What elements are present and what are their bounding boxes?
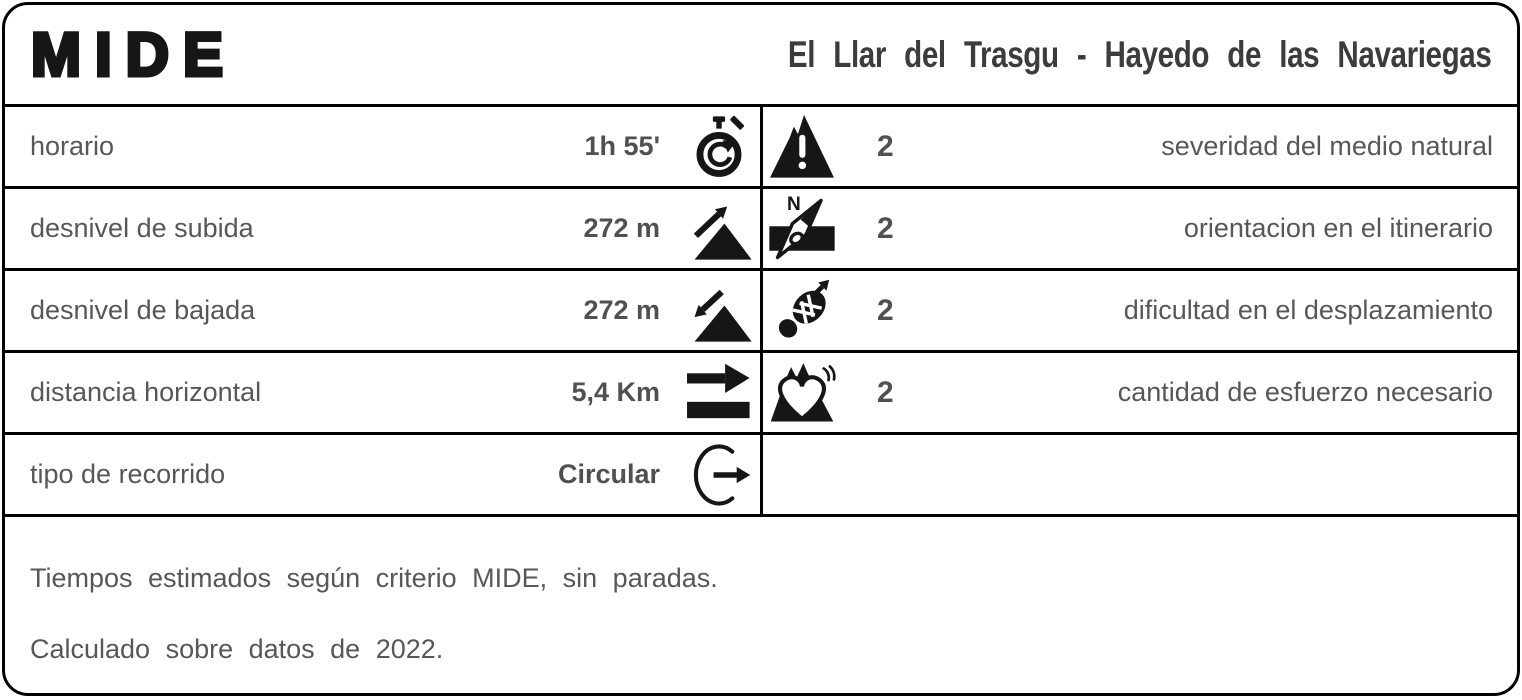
card-header: MIDE El Llar del Trasgu - Hayedo de las … — [5, 5, 1517, 107]
compass-north-label: N — [787, 193, 801, 214]
row-desnivel-bajada: desnivel de bajada 272 m — [5, 271, 1517, 353]
row-label: horario — [30, 131, 115, 161]
score-label: dificultad en el desplazamiento — [1123, 295, 1493, 325]
score-value: 2 — [877, 293, 894, 327]
row-value: 5,4 Km — [571, 377, 660, 407]
row-label: tipo de recorrido — [30, 459, 226, 489]
row-desnivel-subida: desnivel de subida 272 m — [5, 189, 1517, 271]
mountain-warning-icon — [767, 110, 837, 184]
row-value: 1h 55' — [584, 131, 660, 161]
stopwatch-icon — [684, 110, 754, 184]
circular-route-icon — [684, 438, 754, 512]
footer-note-1: Tiempos estimados según criterio MIDE, s… — [30, 563, 718, 593]
row-label: desnivel de bajada — [30, 295, 256, 325]
row-label: desnivel de subida — [30, 213, 254, 243]
score-label: orientacion en el itinerario — [1183, 213, 1493, 243]
horizontal-distance-icon — [684, 356, 754, 430]
row-label: distancia horizontal — [30, 377, 262, 407]
score-label: cantidad de esfuerzo necesario — [1117, 377, 1493, 407]
row-distancia: distancia horizontal 5,4 Km — [5, 353, 1517, 435]
route-title: El Llar del Trasgu - Hayedo de las Navar… — [787, 33, 1491, 75]
score-value: 2 — [877, 211, 894, 245]
descent-arrow-mountain-icon — [684, 274, 754, 348]
row-value: 272 m — [583, 295, 660, 325]
row-tipo-recorrido: tipo de recorrido Circular — [5, 435, 1517, 517]
score-label: severidad del medio natural — [1161, 131, 1493, 161]
boot-sole-icon — [767, 274, 837, 348]
score-value: 2 — [877, 375, 894, 409]
row-value: Circular — [557, 459, 660, 489]
score-value: 2 — [877, 129, 894, 163]
ascent-arrow-mountain-icon — [684, 192, 754, 266]
mide-logo: MIDE — [29, 19, 237, 89]
empty-cell — [760, 435, 1517, 514]
card-footer: Tiempos estimados según criterio MIDE, s… — [5, 517, 1517, 693]
row-horario: horario 1h 55' — [5, 107, 1517, 189]
row-value: 272 m — [583, 213, 660, 243]
compass-icon: N — [767, 192, 837, 266]
footer-note-2: Calculado sobre datos de 2022. — [30, 634, 444, 664]
heart-mountain-icon — [767, 356, 837, 430]
